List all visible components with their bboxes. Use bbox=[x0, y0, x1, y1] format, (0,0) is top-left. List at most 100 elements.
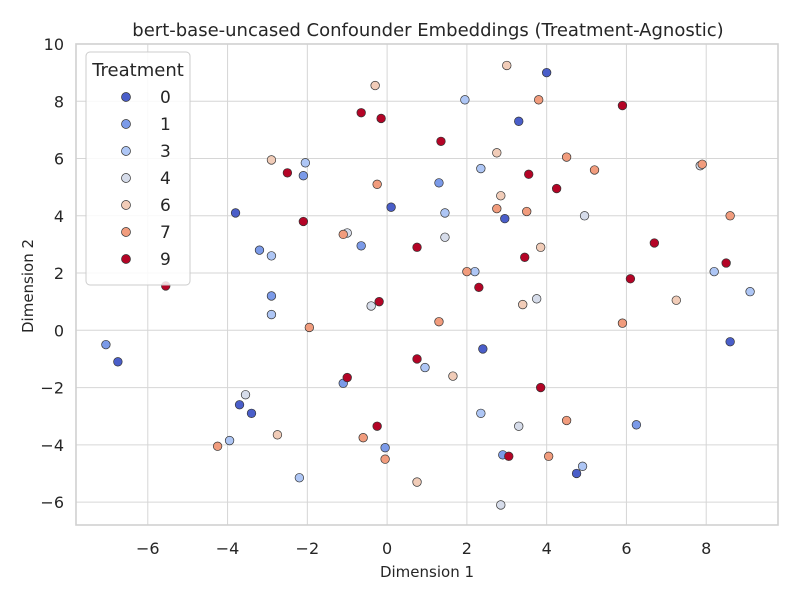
legend-label: 3 bbox=[160, 142, 171, 162]
data-point-treatment-3 bbox=[745, 287, 755, 297]
data-point-treatment-9 bbox=[342, 372, 352, 383]
data-point-treatment-1 bbox=[266, 291, 277, 301]
data-point-treatment-1 bbox=[434, 178, 444, 188]
data-point-treatment-9 bbox=[298, 216, 309, 227]
data-point-treatment-1 bbox=[631, 420, 642, 430]
legend-label: 4 bbox=[160, 169, 171, 189]
data-point-treatment-0 bbox=[230, 208, 241, 218]
data-point-treatment-7 bbox=[358, 433, 368, 443]
y-tick-label: 4 bbox=[54, 207, 64, 226]
x-tick-label: 0 bbox=[382, 539, 392, 558]
data-point-treatment-9 bbox=[372, 421, 382, 431]
data-point-treatment-3 bbox=[420, 362, 430, 373]
data-point-treatment-4 bbox=[514, 421, 524, 431]
data-point-treatment-3 bbox=[476, 408, 486, 418]
data-point-treatment-9 bbox=[474, 282, 484, 293]
data-point-treatment-7 bbox=[725, 211, 735, 221]
data-point-treatment-7 bbox=[522, 206, 532, 217]
data-point-treatment-3 bbox=[460, 95, 470, 105]
legend-label: 0 bbox=[160, 88, 171, 108]
data-point-treatment-7 bbox=[617, 318, 628, 328]
data-point-treatment-7 bbox=[492, 203, 502, 214]
data-point-treatment-6 bbox=[536, 242, 546, 252]
data-point-treatment-3 bbox=[470, 266, 480, 277]
y-axis-label: Dimension 2 bbox=[19, 239, 37, 333]
data-point-treatment-7 bbox=[589, 165, 600, 175]
legend-label: 1 bbox=[160, 115, 171, 135]
data-point-treatment-0 bbox=[478, 344, 488, 354]
data-point-treatment-6 bbox=[370, 80, 380, 91]
data-point-treatment-1 bbox=[298, 171, 309, 181]
legend-label: 6 bbox=[160, 196, 171, 216]
legend-marker bbox=[121, 200, 131, 210]
data-point-treatment-9 bbox=[721, 258, 731, 268]
y-tick-label: 8 bbox=[54, 92, 64, 111]
x-axis-label: Dimension 1 bbox=[380, 563, 474, 581]
data-point-treatment-4 bbox=[240, 390, 251, 400]
data-point-treatment-4 bbox=[496, 500, 506, 510]
data-point-treatment-6 bbox=[492, 148, 502, 158]
x-tick-label: −4 bbox=[216, 539, 240, 558]
y-tick-label: 10 bbox=[44, 35, 64, 54]
data-point-treatment-9 bbox=[504, 451, 514, 461]
legend-marker bbox=[121, 146, 131, 156]
y-tick-label: −6 bbox=[40, 493, 64, 512]
data-point-treatment-7 bbox=[380, 454, 390, 464]
data-point-treatment-6 bbox=[518, 299, 528, 310]
y-tick-label: −4 bbox=[40, 436, 64, 455]
data-point-treatment-9 bbox=[374, 297, 384, 307]
data-point-treatment-0 bbox=[113, 357, 123, 367]
y-tick-label: 0 bbox=[54, 321, 64, 340]
legend-title: Treatment bbox=[91, 60, 184, 81]
gridlines bbox=[76, 43, 778, 525]
data-point-treatment-0 bbox=[725, 337, 735, 347]
data-point-treatment-3 bbox=[266, 251, 277, 261]
legend-marker bbox=[121, 173, 131, 183]
chart-title: bert-base-uncased Confounder Embeddings … bbox=[132, 20, 723, 41]
data-point-treatment-0 bbox=[386, 202, 396, 212]
data-point-treatment-1 bbox=[356, 241, 366, 251]
data-point-treatment-6 bbox=[266, 155, 277, 165]
data-points bbox=[101, 60, 755, 510]
x-tick-labels: −6 −4 −2 0 2 4 6 8 bbox=[136, 539, 711, 558]
data-point-treatment-9 bbox=[282, 168, 293, 178]
data-point-treatment-0 bbox=[542, 67, 552, 78]
data-point-treatment-0 bbox=[514, 116, 524, 126]
data-point-treatment-7 bbox=[304, 322, 314, 333]
x-tick-label: −2 bbox=[296, 539, 320, 558]
data-point-treatment-6 bbox=[448, 371, 458, 381]
data-point-treatment-9 bbox=[520, 252, 530, 262]
data-point-treatment-7 bbox=[697, 159, 707, 169]
y-tick-labels: −6 −4 −2 0 2 4 6 8 10 bbox=[40, 35, 64, 512]
legend-marker bbox=[121, 227, 131, 237]
data-point-treatment-7 bbox=[561, 415, 572, 426]
legend: Treatment 0 1 3 4 6 7 9 bbox=[85, 51, 191, 286]
data-point-treatment-3 bbox=[577, 461, 588, 471]
data-point-treatment-4 bbox=[366, 301, 376, 311]
data-point-treatment-9 bbox=[376, 113, 386, 124]
data-point-treatment-7 bbox=[561, 152, 572, 162]
data-point-treatment-6 bbox=[412, 477, 422, 487]
data-point-treatment-7 bbox=[212, 441, 223, 451]
data-point-treatment-7 bbox=[462, 266, 472, 277]
data-point-treatment-9 bbox=[412, 354, 422, 364]
data-point-treatment-3 bbox=[224, 435, 235, 446]
x-tick-label: 6 bbox=[621, 539, 631, 558]
data-point-treatment-3 bbox=[476, 163, 486, 174]
data-point-treatment-3 bbox=[300, 158, 310, 168]
x-tick-label: 8 bbox=[701, 539, 711, 558]
data-point-treatment-4 bbox=[579, 211, 590, 221]
data-point-treatment-6 bbox=[671, 295, 681, 305]
data-point-treatment-3 bbox=[266, 309, 277, 320]
data-point-treatment-7 bbox=[372, 179, 382, 189]
data-point-treatment-9 bbox=[551, 183, 562, 194]
data-point-treatment-3 bbox=[440, 208, 450, 218]
data-point-treatment-9 bbox=[436, 136, 446, 146]
data-point-treatment-1 bbox=[380, 443, 390, 453]
data-point-treatment-6 bbox=[496, 191, 506, 201]
data-point-treatment-9 bbox=[412, 242, 422, 252]
legend-marker bbox=[121, 92, 131, 102]
data-point-treatment-9 bbox=[649, 238, 660, 248]
data-point-treatment-9 bbox=[524, 169, 534, 179]
